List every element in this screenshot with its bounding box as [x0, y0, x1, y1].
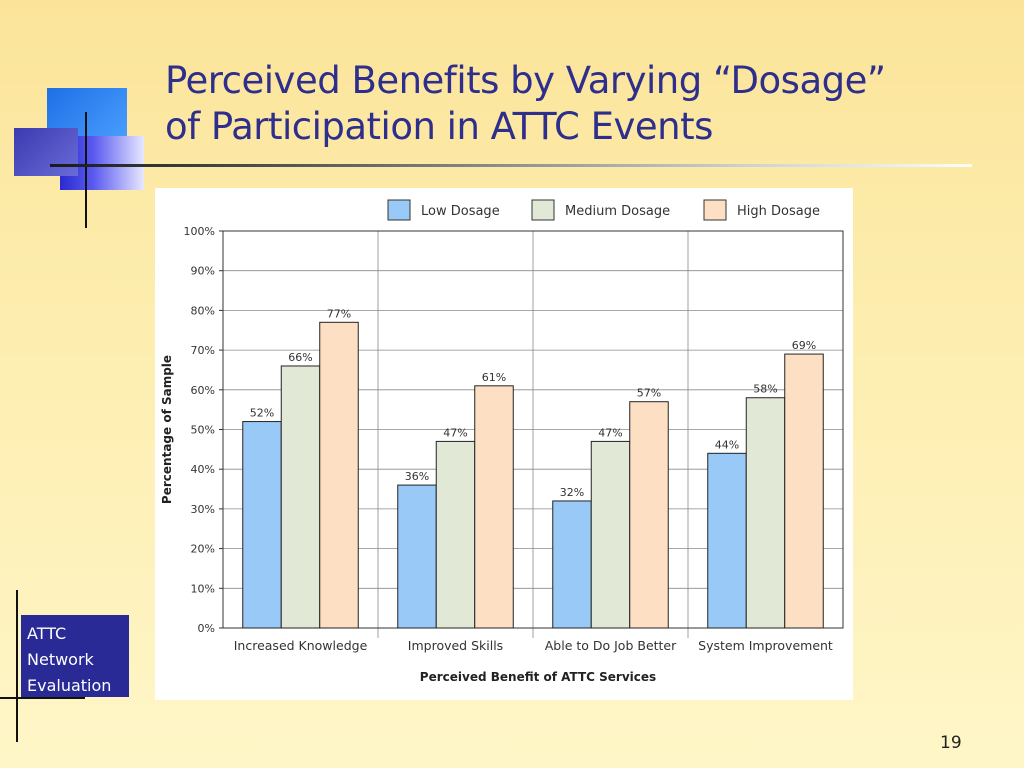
y-tick-label: 80% [191, 304, 215, 317]
x-category-label: System Improvement [698, 638, 833, 653]
data-label: 66% [288, 351, 312, 364]
data-label: 57% [637, 387, 661, 400]
data-label: 47% [443, 426, 467, 439]
x-category-label: Able to Do Job Better [545, 638, 677, 653]
decorative-horizontal-line-bottom [0, 697, 85, 699]
bar [397, 484, 437, 629]
side-label-line-2: Network [27, 650, 94, 669]
slide-title-line-2: of Participation in ATTC Events [165, 105, 713, 148]
decorative-indigo-square [14, 128, 78, 176]
legend-swatch [531, 199, 555, 221]
y-tick-label: 20% [191, 543, 215, 556]
decorative-vertical-line-bottom [16, 590, 18, 742]
bar [552, 500, 592, 629]
side-label-line-1: ATTC [27, 624, 67, 643]
data-label: 61% [482, 371, 506, 384]
bar [784, 353, 824, 629]
bar [319, 321, 359, 629]
y-tick-label: 40% [191, 463, 215, 476]
page-number: 19 [940, 733, 962, 753]
legend-label: High Dosage [737, 204, 820, 219]
slide-title: Perceived Benefits by Varying “Dosage” o… [165, 58, 985, 150]
bar [707, 452, 747, 629]
y-tick-label: 0% [198, 622, 215, 635]
data-label: 32% [560, 486, 584, 499]
data-label: 47% [598, 426, 622, 439]
data-label: 36% [405, 470, 429, 483]
data-label: 77% [327, 307, 351, 320]
legend-label: Low Dosage [421, 204, 500, 219]
x-category-label: Improved Skills [408, 638, 503, 653]
x-category-label: Increased Knowledge [234, 638, 368, 653]
bar [590, 440, 631, 629]
bar [242, 421, 282, 629]
data-label: 69% [792, 339, 816, 352]
plot-border [222, 230, 844, 629]
data-label: 44% [715, 438, 739, 451]
legend-swatch [703, 199, 727, 221]
decorative-vertical-line [85, 112, 87, 228]
y-tick-label: 30% [191, 503, 215, 516]
legend-label: Medium Dosage [565, 204, 670, 219]
data-label: 58% [753, 383, 777, 396]
bar [629, 401, 669, 629]
y-tick-label: 50% [191, 424, 215, 437]
bar [280, 365, 321, 629]
network-evaluation-label: ATTC Network Evaluation [21, 615, 129, 697]
legend-swatch [387, 199, 411, 221]
y-tick-label: 70% [191, 344, 215, 357]
chart-panel: 0% 10% 20% 30% 40% 50% 60% 70% 80% 90% 100% 52% 66% 7… [155, 188, 853, 700]
side-label-line-3: Evaluation [27, 676, 112, 695]
y-axis-title: Percentage of Sample [160, 355, 174, 504]
y-tick-label: 100% [184, 225, 215, 238]
title-underline [50, 164, 972, 167]
bar [435, 440, 476, 629]
y-tick-label: 60% [191, 384, 215, 397]
bar-chart: 0% 10% 20% 30% 40% 50% 60% 70% 80% 90% 100% 52% 66% 7… [160, 199, 844, 684]
x-axis-title: Perceived Benefit of ATTC Services [420, 670, 656, 684]
bar [474, 385, 514, 629]
y-tick-label: 90% [191, 265, 215, 278]
data-label: 52% [250, 407, 274, 420]
bar [745, 397, 786, 629]
slide-title-line-1: Perceived Benefits by Varying “Dosage” [165, 59, 886, 102]
y-tick-label: 10% [191, 582, 215, 595]
